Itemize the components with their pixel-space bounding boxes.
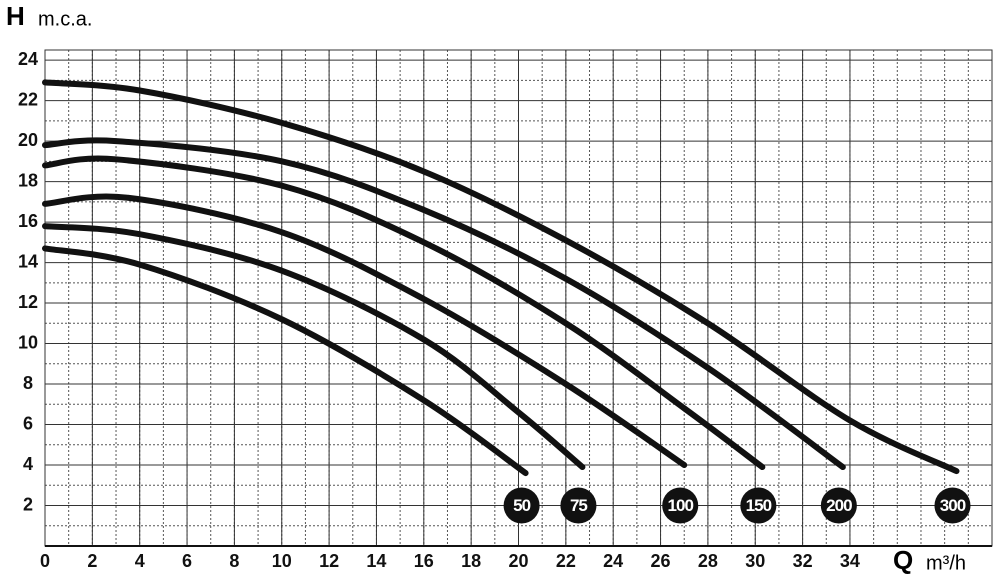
- y-tick-label: 4: [23, 454, 33, 474]
- x-tick-label: 24: [603, 551, 623, 571]
- y-tick-label: 8: [23, 373, 33, 393]
- x-tick-label: 32: [793, 551, 813, 571]
- curve-badge: [934, 487, 971, 524]
- pump-curve: [42, 223, 586, 471]
- x-tick-label: 8: [229, 551, 239, 571]
- x-tick-label: 34: [840, 551, 860, 571]
- legend-label: 300: [940, 496, 966, 515]
- legend-label: 100: [668, 496, 694, 515]
- legend-label: 75: [570, 496, 587, 515]
- curve-badge: [662, 487, 699, 524]
- y-tick-label: 24: [18, 49, 38, 69]
- y-tick-label: 20: [18, 130, 38, 150]
- y-axis-symbol: H: [6, 1, 25, 31]
- y-axis-unit: m.c.a.: [38, 8, 92, 30]
- x-tick-label: 0: [40, 551, 50, 571]
- y-tick-label: 12: [18, 292, 38, 312]
- x-tick-label: 4: [135, 551, 145, 571]
- x-tick-label: 26: [651, 551, 671, 571]
- curve-badge: [820, 487, 857, 524]
- y-tick-label: 10: [18, 332, 38, 352]
- y-tick-label: 22: [18, 89, 38, 109]
- y-tick-label: 6: [23, 413, 33, 433]
- x-tick-label: 28: [698, 551, 718, 571]
- x-tick-label: 16: [414, 551, 434, 571]
- x-tick-label: 10: [272, 551, 292, 571]
- x-tick-label: 22: [556, 551, 576, 571]
- x-axis-unit: m³/h: [926, 552, 966, 574]
- pump-curve: [42, 193, 688, 469]
- x-tick-label: 30: [745, 551, 765, 571]
- x-tick-label: 20: [508, 551, 528, 571]
- y-tick-label: 2: [23, 494, 33, 514]
- legend-label: 150: [746, 496, 772, 515]
- curve-badge: [560, 487, 597, 524]
- y-tick-label: 18: [18, 170, 38, 190]
- legend-label: 50: [513, 496, 530, 515]
- x-axis-symbol: Q: [893, 545, 913, 575]
- x-tick-label: 12: [319, 551, 339, 571]
- x-tick-label: 18: [461, 551, 481, 571]
- pump-curve: [42, 79, 960, 475]
- curve-badge: [503, 487, 540, 524]
- pump-curve: [42, 137, 846, 471]
- y-tick-label: 14: [18, 251, 38, 271]
- pump-curve: [42, 245, 529, 477]
- curve-badge: [740, 487, 777, 524]
- pump-curve: [42, 155, 766, 471]
- x-tick-label: 14: [366, 551, 386, 571]
- legend-label: 200: [826, 496, 852, 515]
- x-tick-label: 2: [87, 551, 97, 571]
- x-tick-label: 6: [182, 551, 192, 571]
- y-tick-label: 16: [18, 211, 38, 231]
